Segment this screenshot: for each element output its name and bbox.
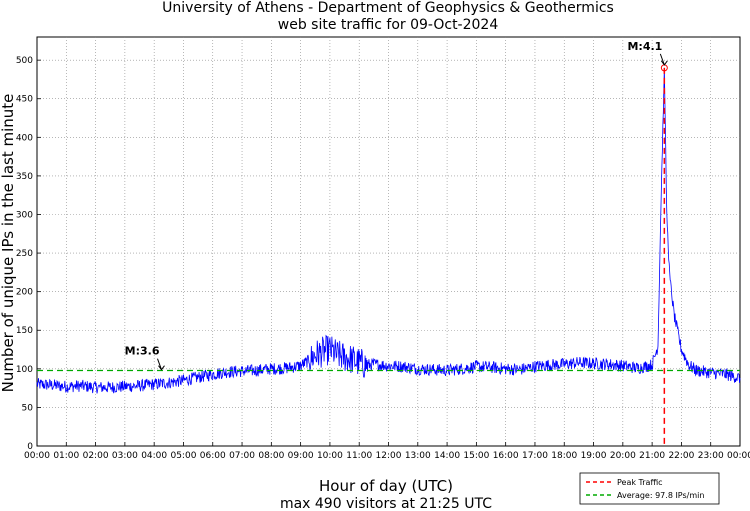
x-tick-label: 14:00 (434, 451, 460, 461)
x-tick-label: 15:00 (463, 451, 489, 461)
y-tick-label: 300 (16, 210, 33, 220)
x-tick-label: 21:00 (639, 451, 665, 461)
x-tick-label: 18:00 (551, 451, 577, 461)
y-tick-label: 450 (16, 95, 33, 105)
annotation-m41-arrowhead (660, 60, 668, 66)
y-axis-ticks: 0 50 100 150 200 250 300 350 400 450 500 (16, 56, 41, 452)
x-tick-label: 11:00 (346, 451, 372, 461)
annotation-m41-label: M:4.1 (627, 40, 662, 53)
y-axis-label: Number of unique IPs in the last minute (0, 94, 17, 393)
x-tick-label: 07:00 (229, 451, 255, 461)
chart-title: University of Athens - Department of Geo… (162, 0, 614, 16)
x-tick-label: 09:00 (288, 451, 314, 461)
x-tick-label: 00:00 (24, 451, 50, 461)
annotation-m41-arrow (659, 53, 665, 66)
x-tick-label: 16:00 (493, 451, 519, 461)
annotation-m36-arrowhead (158, 365, 165, 371)
x-tick-label: 19:00 (581, 451, 607, 461)
x-tick-label: 22:00 (668, 451, 694, 461)
annotation-m41: M:4.1 (627, 40, 668, 66)
x-axis-label: Hour of day (UTC) (319, 477, 453, 495)
legend-peak-label: Peak Traffic (617, 478, 663, 487)
annotation-m36-arrow (157, 358, 162, 370)
y-tick-label: 50 (22, 403, 34, 413)
x-tick-label: 05:00 (170, 451, 196, 461)
x-tick-label: 20:00 (610, 451, 636, 461)
x-tick-label: 06:00 (200, 451, 226, 461)
x-tick-label: 03:00 (112, 451, 138, 461)
y-tick-label: 350 (16, 172, 33, 182)
max-visitors-footer: max 490 visitors at 21:25 UTC (280, 496, 492, 511)
x-tick-label: 08:00 (258, 451, 284, 461)
x-tick-label: 23:00 (698, 451, 724, 461)
legend-box (579, 472, 720, 505)
x-tick-label: 00:00 (727, 451, 750, 461)
y-tick-label: 250 (16, 249, 33, 259)
traffic-series-line (36, 67, 741, 394)
y-tick-label: 100 (16, 365, 33, 375)
x-tick-label: 10:00 (317, 451, 343, 461)
legend: Peak Traffic Average: 97.8 IPs/min (579, 472, 720, 505)
x-tick-label: 12:00 (376, 451, 402, 461)
y-tick-label: 500 (16, 56, 33, 66)
x-tick-label: 13:00 (405, 451, 431, 461)
x-axis-ticks: 00:00 01:00 02:00 03:00 04:00 05:00 06:00 07:00… (24, 442, 750, 461)
annotation-m36-label: M:3.6 (125, 345, 160, 358)
y-tick-label: 400 (16, 133, 33, 143)
y-tick-label: 0 (27, 442, 33, 452)
x-tick-label: 17:00 (522, 451, 548, 461)
x-tick-label: 02:00 (83, 451, 109, 461)
x-tick-label: 04:00 (141, 451, 167, 461)
x-tick-label: 01:00 (53, 451, 79, 461)
annotation-m36: M:3.6 (125, 345, 165, 371)
chart-subtitle: web site traffic for 09-Oct-2024 (278, 17, 499, 33)
y-tick-label: 150 (16, 326, 33, 336)
legend-average-label: Average: 97.8 IPs/min (617, 491, 704, 500)
y-tick-label: 200 (16, 288, 33, 298)
